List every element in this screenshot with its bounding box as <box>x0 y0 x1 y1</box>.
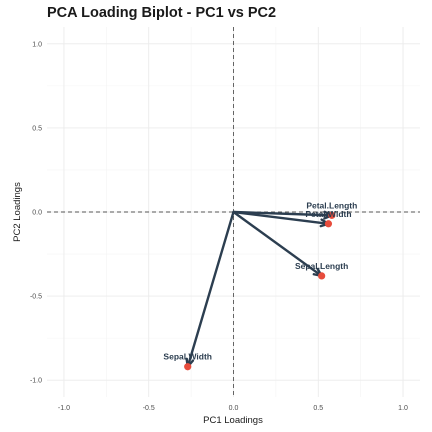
x-tick-label: 0.5 <box>313 405 323 412</box>
loading-point <box>318 272 326 280</box>
chart-title: PCA Loading Biplot - PC1 vs PC2 <box>47 5 276 21</box>
y-axis-title: PC2 Loadings <box>12 182 23 242</box>
loading-arrow <box>186 210 235 368</box>
x-axis-title: PC1 Loadings <box>203 415 263 426</box>
y-tick-label: -1.0 <box>30 378 42 385</box>
loading-point <box>324 220 333 228</box>
loading-arrow <box>232 210 334 217</box>
y-tick-label: -0.5 <box>30 294 42 301</box>
x-tick-label: -0.5 <box>143 405 155 412</box>
loading-point <box>184 363 192 371</box>
tick-labels: -1.0 -0.5 0.0 0.5 1.0 -1.0 -0.5 0.0 0.5 1.0 <box>30 41 408 412</box>
loading-points <box>184 211 336 371</box>
x-tick-label: -1.0 <box>58 405 70 412</box>
point-label: Petal.Length <box>306 200 357 210</box>
y-tick-label: 0.5 <box>32 125 42 132</box>
loading-arrow <box>232 210 330 225</box>
y-tick-label: 0.0 <box>32 210 42 217</box>
loading-point <box>328 211 336 219</box>
loading-arrow <box>232 210 323 278</box>
point-labels: Sepal.Length Sepal.Width Petal.LengthPetal… <box>163 200 357 361</box>
point-label: Sepal.Length <box>295 261 348 271</box>
y-tick-label: 1.0 <box>32 41 42 48</box>
x-tick-label: 0.0 <box>229 405 239 412</box>
point-label: Petal.Width <box>305 209 351 219</box>
point-label: Sepal.Width <box>163 352 212 362</box>
x-tick-label: 1.0 <box>398 405 408 412</box>
loading-arrows <box>185 210 335 370</box>
